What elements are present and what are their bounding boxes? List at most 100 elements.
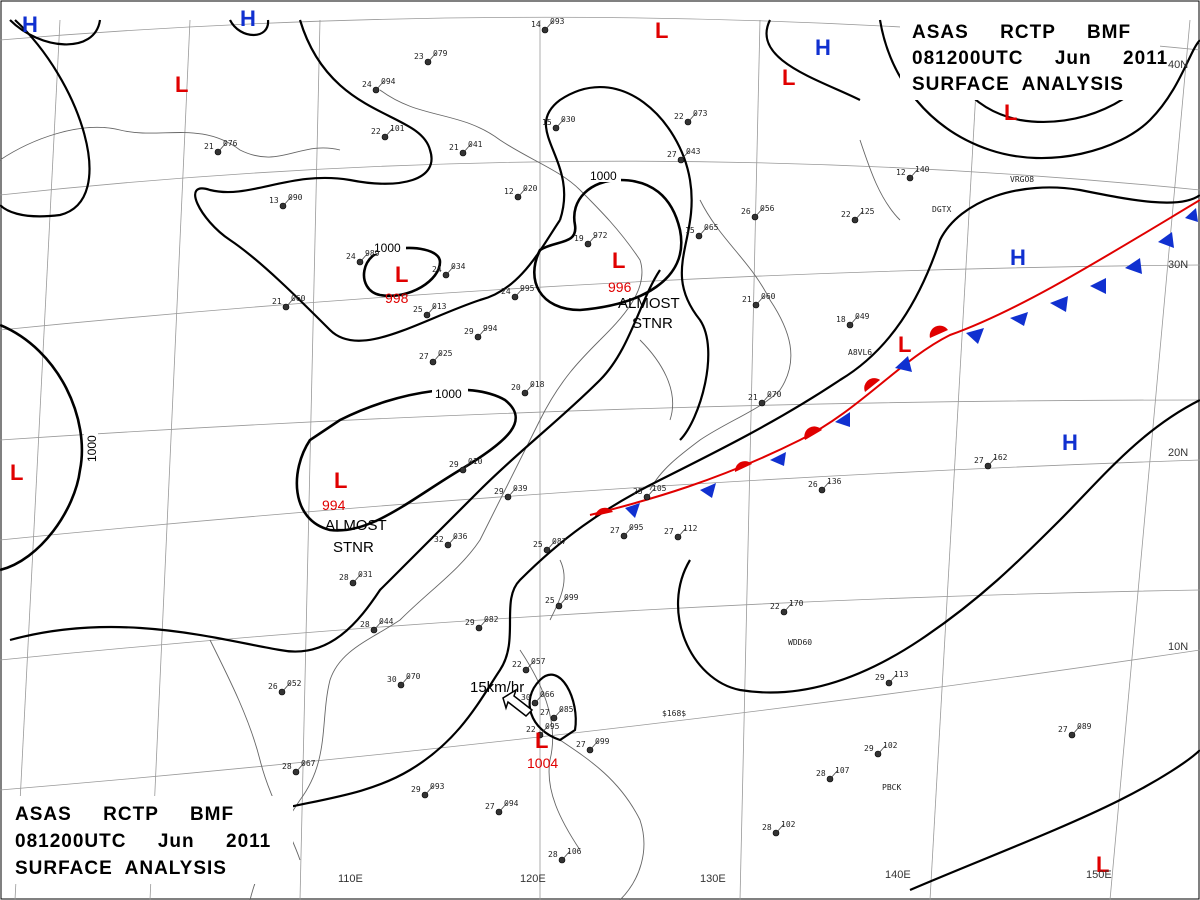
wind-barb	[544, 20, 554, 31]
isobar-label: 1000	[85, 435, 99, 462]
station-model: 22 170	[770, 599, 804, 616]
station-pressure: 076	[223, 139, 238, 148]
station-pressure: 125	[860, 207, 875, 216]
wind-barb	[432, 352, 442, 363]
low-center: L	[655, 18, 668, 43]
station-pressure: 044	[379, 617, 394, 626]
station-temperature: 21	[742, 295, 752, 304]
station-temperature: 13	[269, 196, 279, 205]
ship-callsign: $168$	[662, 709, 686, 718]
station-temperature: 28	[360, 620, 370, 629]
station-pressure: 030	[561, 115, 576, 124]
ship-callsign: WDD60	[788, 638, 812, 647]
station-model: 28 102	[762, 820, 796, 837]
low-center: L	[10, 460, 23, 485]
wind-barb	[646, 487, 656, 498]
station-temperature: 22	[526, 725, 536, 734]
coast-kuril	[859, 139, 901, 221]
high-center: H	[1062, 430, 1078, 455]
station-model: 14 093	[531, 17, 565, 34]
wind-barb	[498, 802, 508, 813]
stationary-note-line1: ALMOST	[618, 295, 680, 312]
station-temperature: 25	[533, 540, 543, 549]
wind-barb	[462, 460, 472, 471]
longitude-label: 130E	[700, 873, 726, 885]
station-temperature: 24	[432, 265, 442, 274]
wind-barb	[987, 456, 997, 467]
station-model: 29 994	[464, 324, 498, 341]
station-temperature: 28	[548, 850, 558, 859]
low-pressure-value: 1004	[527, 755, 558, 771]
station-pressure: 056	[760, 204, 775, 213]
station-pressure: 070	[767, 390, 782, 399]
station-pressure: 020	[523, 184, 538, 193]
wind-barb	[1071, 725, 1081, 736]
coast-taiwan	[549, 559, 565, 621]
meridian-140e	[929, 19, 981, 900]
movement-speed: 15km/hr	[470, 679, 524, 696]
station-model: 19 972	[574, 231, 608, 248]
header-line3: SURFACE ANALYSIS	[912, 74, 1124, 95]
wind-barb	[561, 850, 571, 861]
station-pressure: 060	[761, 292, 776, 301]
station-model: 30 066	[521, 690, 555, 707]
isobar-1000-a	[362, 246, 442, 298]
station-model: 28 106	[548, 847, 582, 864]
wind-barb	[587, 234, 597, 245]
station-temperature: 15	[542, 118, 552, 127]
station-model: 28 044	[360, 617, 394, 634]
station-model: 21 060	[742, 292, 776, 309]
station-pressure: 093	[430, 782, 445, 791]
station-pressure: 073	[693, 109, 708, 118]
stationary-note-line2: STNR	[632, 315, 673, 332]
low-pressure-value: 994	[322, 497, 346, 513]
station-pressure: 036	[453, 532, 468, 541]
station-temperature: 27	[667, 150, 677, 159]
station-pressure: 095	[545, 722, 560, 731]
station-temperature: 21	[204, 142, 214, 151]
station-pressure: 112	[683, 524, 698, 533]
low-center: L	[782, 65, 795, 90]
isobar-label-group: 1000 1000 1000 1000	[84, 168, 621, 464]
station-pressure: 018	[530, 380, 545, 389]
station-temperature: 27	[974, 456, 984, 465]
station-temperature: 26	[268, 682, 278, 691]
station-temperature: 28	[339, 573, 349, 582]
wind-barb	[558, 596, 568, 607]
header-line1: ASAS RCTP BMF	[15, 804, 234, 825]
wind-barb	[534, 693, 544, 704]
wind-barb	[775, 823, 785, 834]
station-pressure: 070	[406, 672, 421, 681]
parallel-30n	[0, 264, 1200, 331]
station-model: 15 065	[685, 223, 719, 240]
station-temperature: 28	[762, 823, 772, 832]
station-model: 29 102	[864, 741, 898, 758]
station-pressure: 099	[595, 737, 610, 746]
isobar-label: 1000	[435, 387, 462, 401]
station-model: 23 079	[414, 49, 448, 66]
latitude-label: 40N	[1168, 59, 1188, 71]
coast-korea	[639, 339, 674, 421]
station-pressure: 989	[365, 249, 380, 258]
graticule-meridians	[14, 19, 1191, 900]
station-temperature: 18	[836, 315, 846, 324]
wind-barb	[546, 540, 556, 551]
station-model: 27 085	[540, 705, 574, 722]
station-temperature: 12	[504, 187, 514, 196]
station-model: 24 995	[501, 284, 535, 301]
station-model: 20 018	[511, 380, 545, 397]
graticule-parallels	[0, 16, 1200, 791]
wind-barb	[373, 620, 383, 631]
station-pressure: 085	[559, 705, 574, 714]
wind-barb	[888, 673, 898, 684]
low-center: L	[1096, 852, 1109, 877]
station-model: 26 052	[268, 679, 302, 696]
station-pressure: 039	[513, 484, 528, 493]
high-center: H	[22, 12, 38, 37]
station-model: 25 087	[533, 537, 567, 554]
isobar-label: 1000	[590, 169, 617, 183]
coast-japan	[649, 199, 792, 491]
high-center: H	[815, 35, 831, 60]
wind-barb	[909, 168, 919, 179]
station-pressure: 099	[564, 593, 579, 602]
